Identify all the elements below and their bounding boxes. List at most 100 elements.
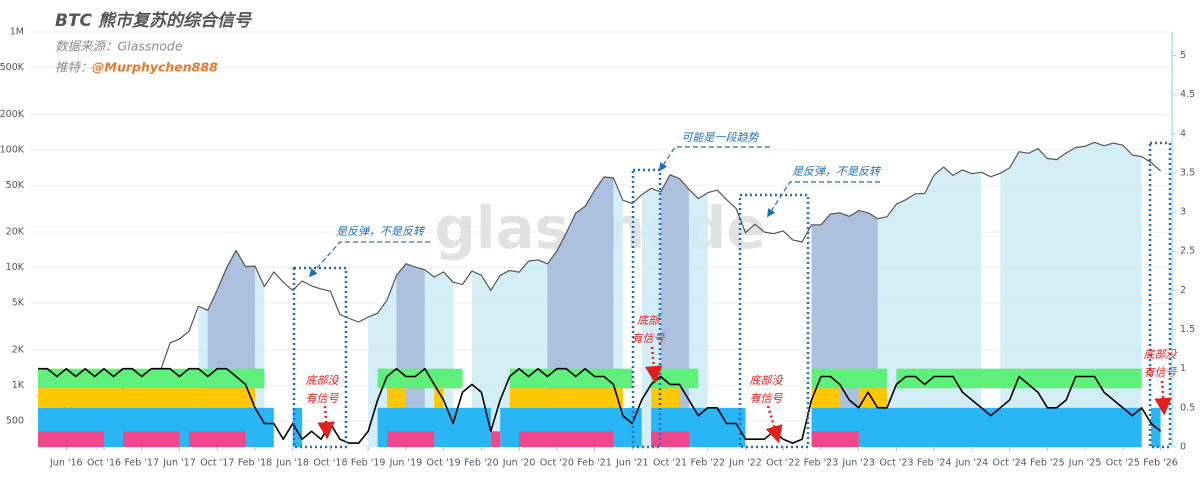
source: 数据来源：Glassnode <box>55 39 183 54</box>
annotation: 有信号 <box>1144 366 1178 379</box>
y-tick-label: 100K <box>0 144 25 155</box>
x-tick-label: Feb '19 <box>351 458 386 469</box>
y2-tick-label: 1.5 <box>1180 324 1195 335</box>
y-tick-label: 10K <box>6 262 25 273</box>
annotation: 底部没 <box>1144 348 1178 361</box>
x-tick-label: Oct '25 <box>1106 458 1140 469</box>
y2-tick-label: 3 <box>1180 207 1186 218</box>
highlight-box <box>631 168 662 449</box>
price <box>37 141 1162 431</box>
y-tick-label: 200K <box>0 109 25 120</box>
annotation: 底部没 <box>750 374 784 387</box>
signal-band <box>387 388 406 408</box>
annotation: 底部 <box>637 314 661 327</box>
signal-band <box>387 431 435 447</box>
annotation: 是反弹，不是反转 <box>792 165 882 178</box>
y-tick-label: 20K <box>6 227 25 238</box>
y2-tick-label: 2.5 <box>1180 246 1195 257</box>
x-tick-label: Jun '25 <box>1068 458 1102 469</box>
signal-band <box>122 431 180 447</box>
annotation: 底部没 <box>306 374 340 387</box>
x-tick-label: Jun '19 <box>389 458 423 469</box>
y-tick-label: 50K <box>6 180 25 191</box>
x-tick-label: Oct '21 <box>653 458 687 469</box>
x-tick-label: Feb '24 <box>917 458 952 469</box>
y2-tick-label: 3.5 <box>1180 167 1195 178</box>
x-tick-label: Oct '23 <box>879 458 913 469</box>
y-tick-label: 500K <box>0 62 25 73</box>
y2-tick-label: 2 <box>1180 285 1186 296</box>
signal-band <box>490 431 501 447</box>
signal-band <box>292 407 303 447</box>
signal <box>38 367 1162 444</box>
twitter-label: 推特： <box>55 60 93 75</box>
x-tick-label: Feb '26 <box>1143 458 1178 469</box>
y2-tick-label: 0.5 <box>1180 402 1195 413</box>
annotation: 有信号 <box>750 392 784 405</box>
highlight-box <box>292 266 348 449</box>
signal-band <box>651 368 699 389</box>
signal-band <box>377 368 463 389</box>
x-tick-label: Jun '18 <box>275 458 309 469</box>
x-tick-label: Jun '23 <box>841 458 875 469</box>
x-tick-label: Oct '17 <box>200 458 234 469</box>
annotation-arrow <box>659 146 770 172</box>
x-tick-label: Jun '17 <box>162 458 196 469</box>
twitter-handle: @Murphychen888 <box>92 60 218 75</box>
chart-title: BTC 熊市复苏的综合信号 <box>55 11 253 31</box>
x-tick-label: Oct '16 <box>87 458 121 469</box>
annotation: 是反弹，不是反转 <box>336 225 426 238</box>
annotation-arrow <box>767 181 880 218</box>
signal-band <box>811 407 1142 447</box>
y-tick-label: 1M <box>10 27 24 38</box>
y2-tick-label: 5 <box>1180 50 1186 61</box>
signal-band <box>651 388 680 408</box>
signal-band <box>188 431 246 447</box>
annotation-arrow <box>317 405 335 440</box>
signal-band <box>811 368 887 389</box>
signal-band <box>434 388 444 408</box>
y-tick-label: 1K <box>12 380 25 391</box>
y-tick-label: 500 <box>6 415 24 426</box>
x-tick-label: Oct '24 <box>993 458 1027 469</box>
x-tick-label: Oct '18 <box>313 458 347 469</box>
price-line <box>37 141 1162 431</box>
signal-band <box>858 388 887 408</box>
x-tick-label: Feb '25 <box>1030 458 1065 469</box>
x-tick-label: Jun '16 <box>49 458 83 469</box>
highlight-box <box>1148 141 1172 449</box>
x-tick-label: Oct '19 <box>427 458 461 469</box>
x-tick-label: Feb '22 <box>690 458 725 469</box>
y-tick-label: 2K <box>12 344 25 355</box>
annotation-arrow <box>308 241 430 278</box>
x-tick-label: Feb '17 <box>124 458 159 469</box>
signal-band <box>651 431 689 447</box>
shade-span <box>1000 142 1142 447</box>
x-tick-label: Feb '21 <box>577 458 612 469</box>
x-tick-label: Jun '24 <box>955 458 989 469</box>
x-tick-label: Oct '22 <box>766 458 800 469</box>
x-tick-label: Jun '20 <box>502 458 536 469</box>
signal-band <box>811 388 840 408</box>
annotation-arrow <box>645 346 663 384</box>
annotation-arrow <box>765 405 783 444</box>
x-tick-label: Jun '21 <box>615 458 649 469</box>
signal-band <box>519 431 614 447</box>
signal-band <box>38 388 255 408</box>
signal-band <box>38 368 265 389</box>
x-tick-label: Feb '23 <box>804 458 839 469</box>
signal-band <box>38 431 105 447</box>
annotations: 是反弹，不是反转可能是一段趋势是反弹，不是反转底部没有信号底部有信号底部没有信号… <box>292 131 1178 449</box>
x-tick-label: Jun '22 <box>728 458 762 469</box>
x-tick-label: Feb '20 <box>464 458 499 469</box>
y2-tick-label: 4.5 <box>1180 89 1195 100</box>
axes: 1M 500K 200K 100K 50K 20K 10K 5K 2K 1K 500 0 0.5 1 1.5… <box>0 27 1195 469</box>
bands <box>38 368 1161 447</box>
y2-tick-label: 1 <box>1180 363 1186 374</box>
x-tick-label: Feb '18 <box>238 458 273 469</box>
signal-band <box>509 388 623 408</box>
y2-tick-label: 4 <box>1180 128 1186 139</box>
annotation: 有信号 <box>306 392 340 405</box>
signal-line <box>38 367 1162 444</box>
